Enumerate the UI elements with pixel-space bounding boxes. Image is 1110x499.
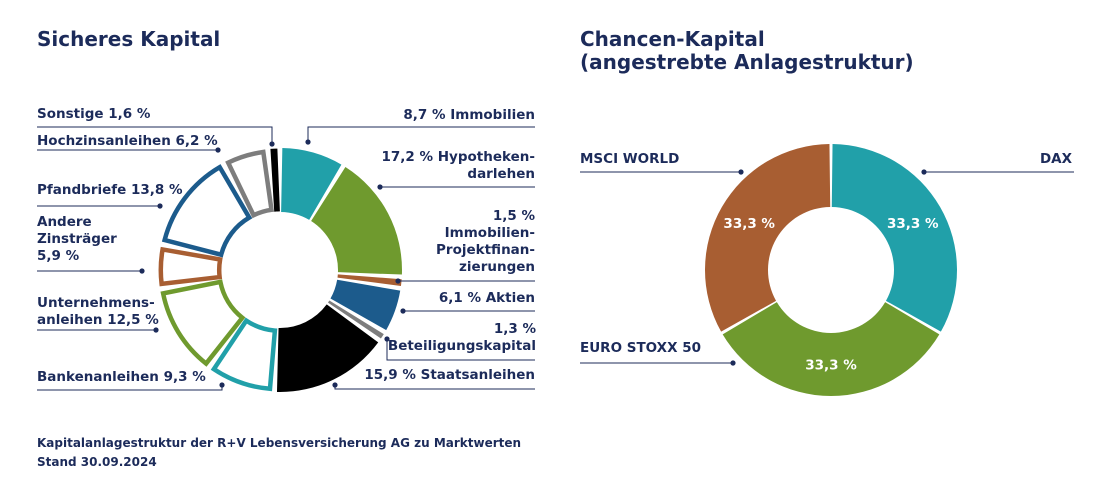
label-projektfinanzierungen: 1,5 % Immobilien- Projektfinan- zierunge… [436, 208, 535, 276]
label-bankenanleihen: Bankenanleihen 9,3 % [37, 369, 206, 386]
label-aktien: 6,1 % Aktien [439, 290, 535, 307]
connector-dot-euro-stoxx [730, 360, 736, 366]
connector-dot-10 [215, 147, 221, 153]
connector-dot-3 [400, 308, 406, 314]
donut-slice-11 [270, 148, 280, 212]
label-andere-zinstraeger-line2: Zinsträger [37, 231, 117, 247]
connector-dot-6 [219, 382, 225, 388]
label-bankenanleihen-line: Bankenanleihen 9,3 % [37, 369, 206, 385]
label-immobilien-line: 8,7 % Immobilien [403, 107, 535, 123]
connector-dot-11 [269, 141, 275, 147]
donut-slice-4 [327, 300, 384, 339]
donut-slice-3 [330, 279, 401, 331]
connector-dot-msci-world [738, 169, 744, 175]
donut-slice-right-2 [705, 144, 831, 332]
right-chart-title: Chancen-Kapital (angestrebte Anlagestruk… [580, 28, 914, 74]
label-hochzinsanleihen: Hochzinsanleihen 6,2 % [37, 133, 218, 150]
donut-slice-7 [160, 279, 246, 367]
label-sonstige: Sonstige 1,6 % [37, 106, 150, 123]
label-projektfinanzierungen-line1: 1,5 % [492, 208, 535, 224]
donut-slice-9 [161, 164, 253, 258]
donut-slice-right-1 [722, 302, 940, 396]
label-unternehmensanleihen-line1: Unternehmens- [37, 295, 155, 311]
label-dax: DAX [1039, 151, 1072, 167]
left-chart-title: Sicheres Kapital [37, 27, 221, 51]
connector-line-4 [386, 339, 535, 361]
label-projektfinanzierungen-line3: Projektfinan- [436, 242, 535, 258]
footnote: Kapitalanlagestruktur der R+V Lebensvers… [37, 434, 521, 472]
label-andere-zinstraeger-line3: 5,9 % [37, 248, 80, 264]
connector-dot-0 [305, 139, 311, 145]
connector-dot-7 [153, 327, 159, 333]
label-andere-zinstraeger-line1: Andere [37, 214, 92, 230]
label-immobilien: 8,7 % Immobilien [403, 107, 535, 124]
connector-dot-1 [377, 184, 383, 190]
data-label-right-1: 33,3 % [805, 358, 857, 374]
data-label-right-0: 33,3 % [887, 216, 939, 232]
donut-slice-1 [311, 167, 402, 275]
footnote-line1: Kapitalanlagestruktur der R+V Lebensvers… [37, 436, 522, 450]
right-chart-title-line1: Chancen-Kapital [580, 27, 765, 51]
label-sonstige-line: Sonstige 1,6 % [37, 106, 151, 122]
connector-dot-dax [921, 169, 927, 175]
label-hochzinsanleihen-line: Hochzinsanleihen 6,2 % [37, 133, 218, 149]
donut-slice-right-0 [831, 144, 957, 332]
label-pfandbriefe: Pfandbriefe 13,8 % [37, 182, 183, 199]
connector-dot-4 [384, 336, 390, 342]
label-euro-stoxx-50: EURO STOXX 50 [580, 340, 701, 356]
label-staatsanleihen-line: 15,9 % Staatsanleihen [364, 367, 535, 383]
data-label-right-2: 33,3 % [723, 216, 775, 232]
connector-line-11 [37, 126, 273, 144]
donut-slice-6 [210, 317, 278, 392]
label-unternehmensanleihen: Unternehmens- anleihen 12,5 % [37, 295, 159, 329]
label-projektfinanzierungen-line4: zierungen [459, 259, 535, 275]
label-beteiligungskapital-line1: 1,3 % [493, 321, 536, 337]
connector-dot-2 [395, 278, 401, 284]
connector-dot-8 [139, 268, 145, 274]
label-msci-world: MSCI WORLD [580, 151, 680, 167]
donut-slice-5 [276, 304, 379, 392]
label-hypothekendarlehen: 17,2 % Hypotheken- darlehen [382, 149, 535, 183]
donut-slice-8 [158, 246, 223, 287]
label-hypothekendarlehen-line1: 17,2 % Hypotheken- [381, 149, 535, 165]
connector-line-0 [307, 126, 535, 142]
label-aktien-line: 6,1 % Aktien [438, 290, 535, 306]
label-projektfinanzierungen-line2: Immobilien- [444, 225, 535, 241]
donut-slice-2 [337, 274, 402, 287]
connector-dot-9 [157, 203, 163, 209]
donut-slice-0 [281, 148, 342, 220]
label-beteiligungskapital: 1,3 % Beteiligungskapital [388, 321, 536, 355]
connector-line-5 [334, 385, 535, 390]
connector-dot-5 [332, 382, 338, 388]
footnote-line2: Stand 30.09.2024 [37, 455, 157, 469]
label-pfandbriefe-line: Pfandbriefe 13,8 % [37, 182, 183, 198]
label-beteiligungskapital-line2: Beteiligungskapital [387, 338, 536, 354]
donut-slice-10 [225, 149, 275, 219]
label-unternehmensanleihen-line2: anleihen 12,5 % [37, 312, 159, 328]
label-andere-zinstraeger: Andere Zinsträger 5,9 % [37, 214, 117, 265]
right-chart-title-line2: (angestrebte Anlagestruktur) [580, 50, 914, 74]
label-hypothekendarlehen-line2: darlehen [467, 166, 535, 182]
label-staatsanleihen: 15,9 % Staatsanleihen [364, 367, 535, 384]
